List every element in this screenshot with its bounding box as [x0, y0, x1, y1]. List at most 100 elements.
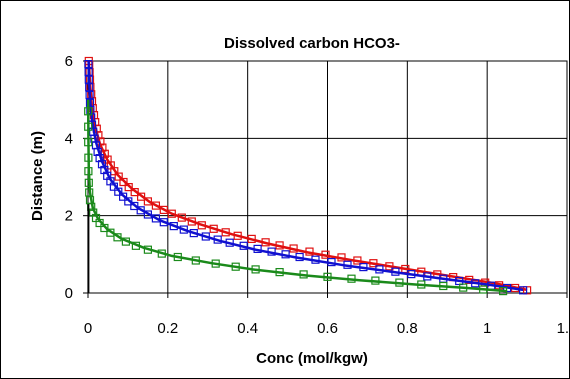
data-point — [459, 283, 468, 292]
chart-title: Dissolved carbon HCO3- — [224, 35, 400, 52]
data-point — [84, 107, 93, 116]
data-point — [100, 165, 109, 175]
data-point — [179, 225, 188, 234]
data-point — [151, 201, 160, 210]
data-point — [173, 252, 182, 262]
data-point — [85, 98, 95, 107]
x-axis-label: Conc (mol/kgw) — [256, 350, 368, 367]
data-point — [251, 265, 260, 274]
y-tick-label: 6 — [65, 53, 73, 70]
y-tick-label: 0 — [65, 285, 73, 302]
data-point — [359, 263, 368, 272]
data-point — [187, 217, 196, 226]
data-point — [479, 285, 488, 294]
x-tick-label: 0.6 — [317, 320, 338, 337]
data-point — [84, 59, 93, 69]
x-tick-label: 1 — [483, 320, 491, 337]
data-point — [97, 160, 107, 169]
series-3 — [84, 99, 508, 296]
x-tick-label: 1.2 — [557, 320, 570, 337]
data-point — [118, 192, 128, 201]
data-point — [169, 222, 178, 231]
series-2 — [84, 59, 528, 295]
data-point — [289, 244, 298, 253]
data-point — [423, 272, 432, 281]
data-point — [323, 272, 332, 281]
data-point — [275, 268, 284, 277]
data-point — [239, 241, 248, 250]
series-layer — [84, 56, 532, 296]
data-point — [130, 201, 139, 211]
data-point — [143, 197, 152, 206]
x-tick-label: 0.8 — [397, 320, 418, 337]
data-point — [121, 237, 131, 246]
data-point — [189, 229, 198, 238]
data-point — [84, 67, 93, 76]
data-point — [375, 265, 384, 274]
data-point — [299, 270, 308, 279]
data-point — [131, 241, 140, 250]
x-tick-label: 0.2 — [157, 320, 178, 337]
data-point — [197, 221, 206, 230]
data-point — [167, 209, 176, 218]
data-point — [159, 218, 168, 227]
data-point — [85, 90, 94, 100]
data-point — [85, 188, 94, 197]
data-point — [247, 234, 256, 243]
y-axis-label: Distance (m) — [29, 131, 46, 221]
x-tick-label: 0.4 — [237, 320, 258, 337]
data-point — [321, 250, 330, 259]
data-point — [84, 167, 93, 176]
data-point — [119, 177, 128, 187]
series-1 — [84, 56, 532, 295]
data-point — [211, 259, 220, 268]
data-point — [177, 213, 186, 222]
data-point — [114, 187, 123, 196]
data-point — [89, 208, 98, 217]
data-point — [385, 262, 394, 271]
data-point — [233, 231, 242, 240]
data-point — [209, 224, 218, 233]
data-point — [471, 279, 480, 288]
data-point — [417, 280, 426, 289]
data-point — [130, 188, 139, 197]
data-point — [95, 154, 104, 163]
data-point — [407, 270, 416, 279]
data-point — [191, 256, 200, 265]
data-point — [100, 223, 109, 233]
data-point — [337, 253, 346, 262]
data-point — [499, 287, 508, 296]
data-point — [343, 260, 352, 269]
data-point — [253, 244, 262, 253]
data-point — [311, 255, 320, 264]
data-point — [103, 171, 112, 180]
data-point — [371, 276, 380, 285]
data-point — [391, 267, 400, 276]
data-point — [231, 262, 240, 271]
data-point — [225, 238, 234, 247]
data-point — [137, 192, 146, 201]
data-point — [124, 183, 133, 192]
data-point — [281, 250, 290, 259]
data-point — [213, 235, 222, 244]
data-point — [347, 274, 356, 283]
data-point — [114, 172, 123, 181]
data-point — [113, 233, 122, 242]
data-point — [124, 197, 133, 206]
data-point — [221, 228, 230, 237]
data-point — [84, 178, 93, 187]
data-point — [85, 83, 94, 92]
x-tick-label: 0 — [84, 320, 92, 337]
data-point — [84, 138, 93, 147]
data-point — [275, 241, 284, 250]
data-point — [84, 75, 93, 84]
data-point — [267, 247, 276, 256]
data-point — [84, 153, 93, 162]
data-point — [201, 232, 210, 241]
data-point — [136, 206, 145, 215]
data-point — [369, 259, 378, 268]
tick-labels: 0 0.2 0.4 0.6 0.8 1 1.2 0 2 4 6 — [65, 53, 570, 337]
data-point — [151, 214, 160, 223]
